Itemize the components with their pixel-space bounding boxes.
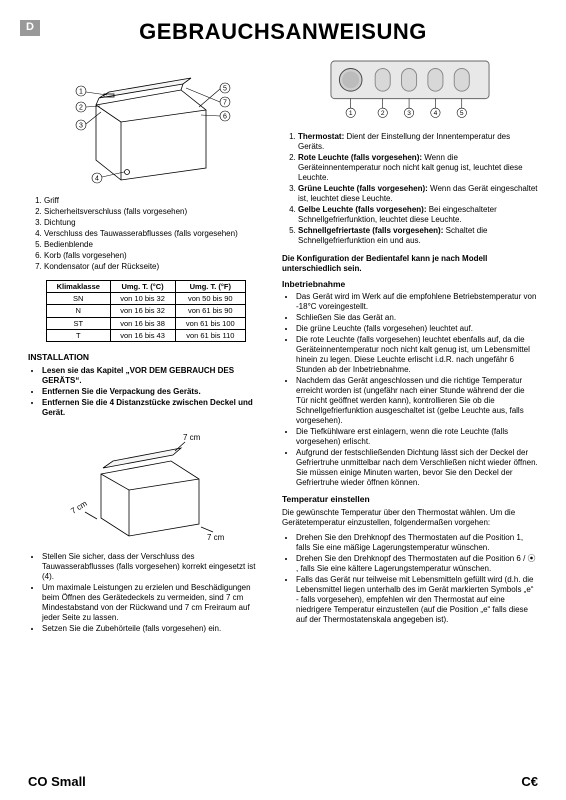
panel-item-lead: Schnellgefriertaste (falls vorgesehen): (298, 226, 443, 235)
climate-cell: von 10 bis 32 (110, 292, 175, 304)
svg-text:5: 5 (223, 85, 227, 92)
svg-text:2: 2 (381, 110, 385, 117)
svg-text:5: 5 (460, 110, 464, 117)
freezer-dimensions-diagram: 7 cm 7 cm 7 cm (51, 424, 241, 544)
climate-cell: SN (47, 292, 111, 304)
climate-cell: von 16 bis 32 (110, 305, 175, 317)
panel-item-lead: Gelbe Leuchte (falls vorgesehen): (298, 205, 426, 214)
svg-text:2: 2 (79, 104, 83, 111)
control-panel-diagram: 1 2 3 4 5 (330, 58, 490, 128)
svg-text:7 cm: 7 cm (207, 533, 225, 542)
climate-header: Umg. T. (°C) (110, 280, 175, 292)
page-title: GEBRAUCHSANWEISUNG (28, 18, 538, 46)
panel-item-lead: Thermostat: (298, 132, 344, 141)
parts-list-item: Griff (44, 196, 264, 206)
list-item: Aufgrund der festschließenden Dichtung l… (296, 448, 538, 488)
list-item: Das Gerät wird im Werk auf die empfohlen… (296, 292, 538, 312)
panel-legend-item: Thermostat: Dient der Einstellung der In… (298, 132, 538, 152)
list-item: Lesen sie das Kapitel „VOR DEM GEBRAUCH … (42, 366, 264, 386)
list-item: Nachdem das Gerät angeschlossen und die … (296, 376, 538, 426)
climate-row: STvon 16 bis 38von 61 bis 100 (47, 317, 246, 329)
svg-text:7: 7 (223, 99, 227, 106)
climate-row: Tvon 16 bis 43von 61 bis 110 (47, 330, 246, 342)
panel-legend-item: Gelbe Leuchte (falls vorgesehen): Bei ei… (298, 205, 538, 225)
freezer-diagram: 1 2 3 4 5 7 6 (41, 60, 251, 190)
climate-header: Klimaklasse (47, 280, 111, 292)
climate-header: Umg. T. (°F) (175, 280, 245, 292)
panel-item-lead: Grüne Leuchte (falls vorgesehen): (298, 184, 428, 193)
climate-cell: N (47, 305, 111, 317)
svg-text:4: 4 (95, 175, 99, 182)
parts-list-item: Dichtung (44, 218, 264, 228)
list-item: Die grüne Leuchte (falls vorgesehen) leu… (296, 324, 538, 334)
climate-cell: T (47, 330, 111, 342)
climate-cell: von 50 bis 90 (175, 292, 245, 304)
list-item: Um maximale Leistungen zu erzielen und B… (42, 583, 264, 623)
svg-text:4: 4 (434, 110, 438, 117)
list-item: Die rote Leuchte (falls vorgesehen) leuc… (296, 335, 538, 375)
svg-text:3: 3 (79, 122, 83, 129)
language-badge: D (20, 20, 40, 36)
panel-legend-item: Schnellgefriertaste (falls vorgesehen): … (298, 226, 538, 246)
svg-text:1: 1 (349, 110, 353, 117)
installation-bullets-bottom: Stellen Sie sicher, dass der Verschluss … (28, 552, 264, 634)
climate-row: SNvon 10 bis 32von 50 bis 90 (47, 292, 246, 304)
climate-row: Nvon 16 bis 32von 61 bis 90 (47, 305, 246, 317)
list-item: Schließen Sie das Gerät an. (296, 313, 538, 323)
list-item: Die Tiefkühlware erst einlagern, wenn di… (296, 427, 538, 447)
panel-legend: Thermostat: Dient der Einstellung der In… (282, 132, 538, 246)
panel-item-lead: Rote Leuchte (falls vorgesehen): (298, 153, 422, 162)
climate-table: KlimaklasseUmg. T. (°C)Umg. T. (°F) SNvo… (46, 280, 246, 343)
svg-text:1: 1 (79, 88, 83, 95)
footer: CO Small C€ (28, 774, 538, 790)
climate-cell: von 16 bis 43 (110, 330, 175, 342)
left-column: 1 2 3 4 5 7 6 GriffSicherheitsverschluss… (28, 56, 264, 641)
right-column: 1 2 3 4 5 Thermostat: Dient der Einstellun… (282, 56, 538, 641)
parts-list-item: Kondensator (auf der Rückseite) (44, 262, 264, 272)
list-item: Entfernen Sie die 4 Distanzstücke zwisch… (42, 398, 264, 418)
inbetrieb-bullets: Das Gerät wird im Werk auf die empfohlen… (282, 292, 538, 488)
climate-cell: von 61 bis 100 (175, 317, 245, 329)
parts-list-item: Verschluss des Tauwasserabflusses (falls… (44, 229, 264, 239)
temperatur-intro: Die gewünschte Temperatur über den Therm… (282, 508, 538, 528)
inbetrieb-title: Inbetriebnahme (282, 279, 538, 290)
panel-legend-item: Rote Leuchte (falls vorgesehen): Wenn di… (298, 153, 538, 183)
installation-bullets-top: Lesen sie das Kapitel „VOR DEM GEBRAUCH … (28, 366, 264, 418)
list-item: Setzen Sie die Zubehörteile (falls vorge… (42, 624, 264, 634)
list-item: Falls das Gerät nur teilweise mit Lebens… (296, 575, 538, 625)
svg-text:7 cm: 7 cm (183, 433, 201, 442)
climate-cell: von 61 bis 110 (175, 330, 245, 342)
temperatur-title: Temperatur einstellen (282, 494, 538, 505)
list-item: Drehen Sie den Drehknopf des Thermostate… (296, 533, 538, 553)
svg-text:3: 3 (407, 110, 411, 117)
parts-list: GriffSicherheitsverschluss (falls vorges… (28, 196, 264, 272)
svg-text:7 cm: 7 cm (69, 499, 89, 516)
parts-list-item: Sicherheitsverschluss (falls vorgesehen) (44, 207, 264, 217)
ce-mark: C€ (521, 774, 538, 790)
config-note: Die Konfiguration der Bedientafel kann j… (282, 254, 538, 274)
svg-text:6: 6 (223, 113, 227, 120)
list-item: Stellen Sie sicher, dass der Verschluss … (42, 552, 264, 582)
list-item: Entfernen Sie die Verpackung des Geräts. (42, 387, 264, 397)
parts-list-item: Korb (falls vorgesehen) (44, 251, 264, 261)
model-label: CO Small (28, 774, 86, 790)
list-item: Drehen Sie den Drehknopf des Thermostate… (296, 554, 538, 574)
climate-cell: von 16 bis 38 (110, 317, 175, 329)
parts-list-item: Bedienblende (44, 240, 264, 250)
temperatur-bullets: Drehen Sie den Drehknopf des Thermostate… (282, 533, 538, 625)
header: D GEBRAUCHSANWEISUNG (28, 18, 538, 46)
climate-cell: von 61 bis 90 (175, 305, 245, 317)
panel-legend-item: Grüne Leuchte (falls vorgesehen): Wenn d… (298, 184, 538, 204)
content-columns: 1 2 3 4 5 7 6 GriffSicherheitsverschluss… (28, 56, 538, 641)
climate-cell: ST (47, 317, 111, 329)
installation-title: INSTALLATION (28, 352, 264, 363)
